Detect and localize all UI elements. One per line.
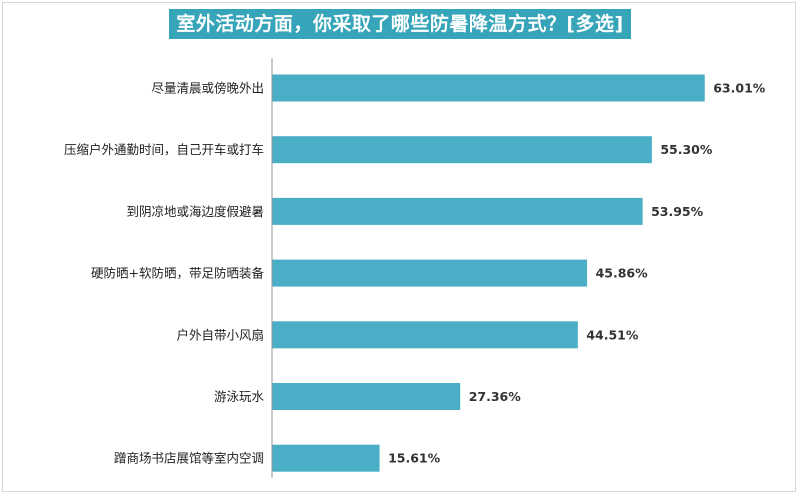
- bar-4: [272, 321, 578, 349]
- bar-2: [272, 197, 643, 225]
- value-label-5: 27.36%: [469, 389, 522, 404]
- bar-6: [272, 444, 380, 472]
- value-label-3: 45.86%: [596, 266, 649, 281]
- category-label-0: 尽量清晨或傍晚外出: [151, 81, 264, 96]
- bar-3: [272, 259, 588, 287]
- category-label-3: 硬防晒+软防晒，带足防晒装备: [91, 266, 264, 281]
- bar-0: [272, 74, 705, 102]
- value-label-4: 44.51%: [586, 327, 639, 342]
- value-label-1: 55.30%: [660, 142, 713, 157]
- category-label-2: 到阴凉地或海边度假避暑: [126, 204, 264, 219]
- bar-5: [272, 383, 461, 410]
- value-label-6: 15.61%: [388, 451, 441, 466]
- category-label-1: 压缩户外通勤时间，自己开车或打车: [64, 142, 264, 157]
- category-label-6: 蹭商场书店展馆等室内空调: [114, 451, 264, 466]
- chart-title-wrap: 室外活动方面，你采取了哪些防暑降温方式？[多选]: [0, 9, 800, 39]
- value-label-0: 63.01%: [713, 81, 766, 96]
- category-label-5: 游泳玩水: [214, 389, 265, 404]
- value-label-2: 53.95%: [651, 204, 704, 219]
- chart-title: 室外活动方面，你采取了哪些防暑降温方式？[多选]: [169, 9, 631, 39]
- category-label-4: 户外自带小风扇: [176, 327, 264, 342]
- bar-1: [272, 136, 652, 164]
